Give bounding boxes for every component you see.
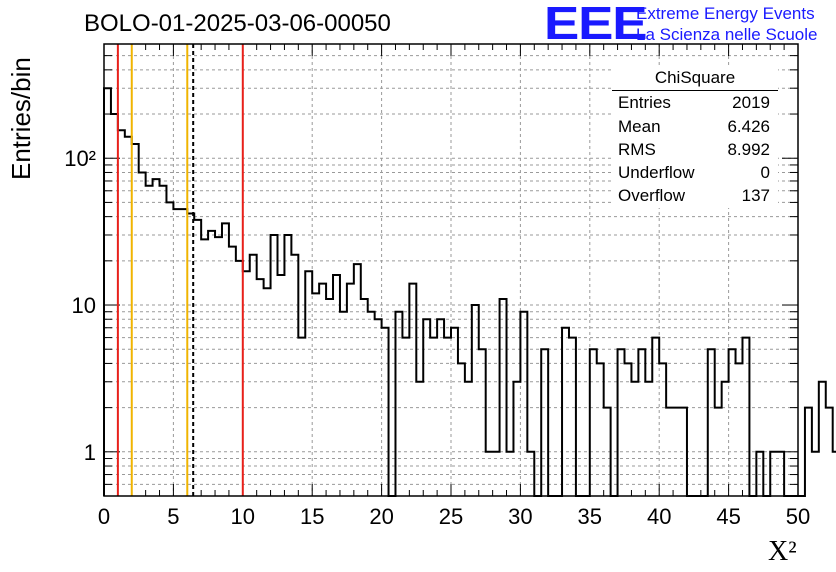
stats-label: Mean	[618, 117, 661, 136]
stats-value: 8.992	[727, 140, 770, 159]
stats-label: Overflow	[618, 186, 686, 205]
stats-row-entries: Entries 2019	[618, 93, 770, 115]
y-tick-label: 10²	[64, 146, 96, 171]
stats-divider	[612, 90, 778, 91]
y-tick-labels: 1 10 10²	[64, 146, 96, 465]
stats-row-underflow: Underflow 0	[618, 163, 770, 185]
x-tick-label: 40	[647, 504, 671, 529]
brand-line-2: La Scienza nelle Scuole	[636, 25, 818, 44]
x-tick-label: 20	[369, 504, 393, 529]
stats-value: 6.426	[727, 117, 770, 136]
plot-frame	[103, 43, 799, 497]
y-axis-label: Entries/bin	[6, 57, 36, 180]
brand-line-1: Extreme Energy Events	[636, 4, 815, 23]
x-tick-label: 5	[167, 504, 179, 529]
histogram-line	[103, 87, 836, 497]
x-tick-label: 35	[578, 504, 602, 529]
stats-title: ChiSquare	[654, 68, 736, 87]
stats-value: 0	[760, 163, 770, 182]
stats-value: 137	[741, 186, 770, 205]
y-tick-label: 1	[84, 440, 96, 465]
x-axis-label: X²	[768, 536, 797, 567]
y-tick-label: 10	[72, 293, 96, 318]
x-tick-label: 50	[786, 504, 810, 529]
stats-label: RMS	[618, 140, 656, 159]
stats-value: 2019	[732, 93, 770, 112]
eee-logo: EEE	[544, 0, 648, 49]
x-tick-label: 0	[98, 504, 110, 529]
stats-label: Entries	[618, 93, 671, 112]
x-tick-label: 30	[508, 504, 532, 529]
stats-box: ChiSquare Entries 2019 Mean 6.426 RMS 8.…	[612, 66, 778, 208]
x-tick-label: 10	[231, 504, 255, 529]
x-tick-label: 45	[716, 504, 740, 529]
x-tick-label: 25	[439, 504, 463, 529]
stats-row-overflow: Overflow 137	[618, 186, 770, 208]
marker-lines	[116, 44, 244, 496]
x-tick-label: 15	[300, 504, 324, 529]
stats-label: Underflow	[618, 163, 695, 182]
x-tick-labels: 0 5 10 15 20 25 30 35 40 45 50	[98, 504, 810, 529]
stats-row-mean: Mean 6.426	[618, 117, 770, 139]
stats-row-rms: RMS 8.992	[618, 140, 770, 162]
histogram-title: BOLO-01-2025-03-06-00050	[84, 10, 391, 37]
